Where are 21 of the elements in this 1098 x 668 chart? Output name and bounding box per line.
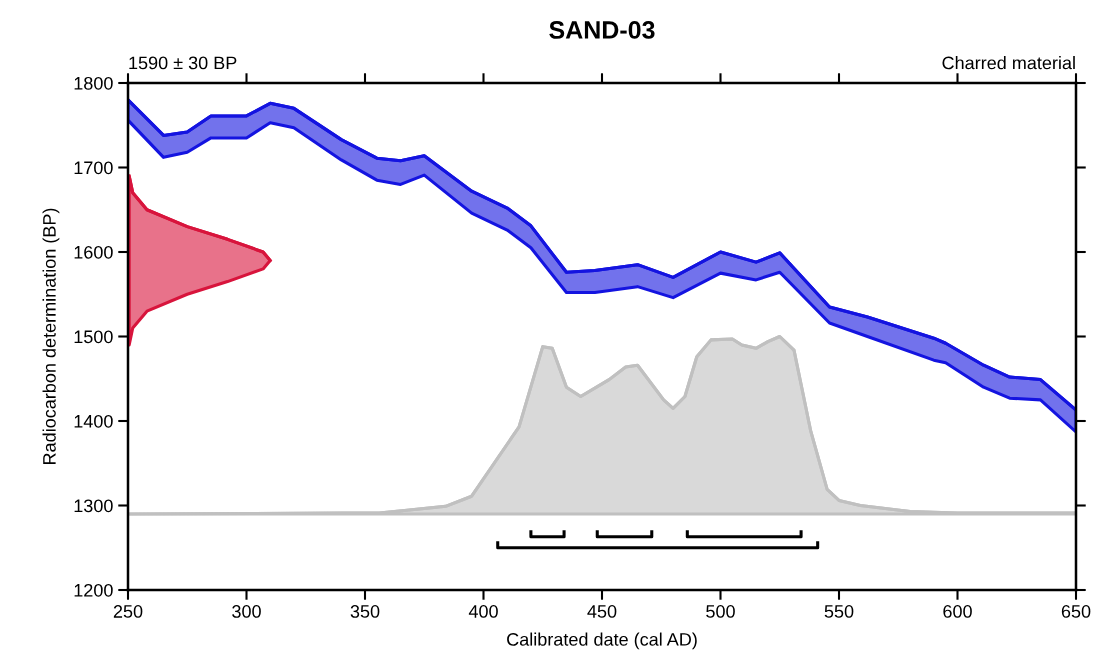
y-tick-label: 1600: [74, 245, 113, 259]
y-axis-title: Radiocarbon determination (BP): [42, 208, 60, 464]
y-tick-label: 1400: [74, 414, 113, 428]
x-tick-label: 350: [350, 605, 380, 618]
x-tick-label: 250: [113, 605, 143, 618]
y-tick-label: 1300: [74, 499, 113, 513]
y-tick-label: 1800: [74, 76, 113, 90]
x-tick-label: 300: [232, 605, 261, 618]
chart-title: SAND-03: [549, 21, 655, 39]
x-tick-label: 500: [706, 605, 735, 618]
y-tick-label: 1500: [74, 330, 113, 344]
x-tick-label: 650: [1061, 605, 1091, 618]
y-tick-label: 1200: [74, 583, 113, 597]
text: Charred material: [942, 56, 1075, 70]
x-tick-label: 450: [587, 605, 617, 618]
x-tick-label: 550: [824, 605, 854, 618]
text: 1590 ± 30 BP: [129, 56, 237, 70]
x-axis-title: Calibrated date (cal AD): [507, 632, 697, 650]
x-tick-label: 400: [468, 605, 498, 618]
y-tick-label: 1700: [74, 161, 113, 175]
x-tick-label: 600: [943, 605, 972, 618]
